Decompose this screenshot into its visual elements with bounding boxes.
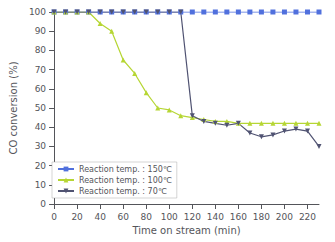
svg-text:50: 50	[35, 103, 47, 113]
svg-text:100: 100	[161, 212, 178, 222]
svg-text:90: 90	[35, 26, 47, 36]
svg-text:120: 120	[184, 212, 201, 222]
svg-text:30: 30	[35, 141, 47, 151]
svg-text:60: 60	[117, 212, 129, 222]
svg-text:20: 20	[71, 212, 83, 222]
svg-text:220: 220	[299, 212, 316, 222]
svg-text:20: 20	[35, 161, 47, 171]
svg-text:200: 200	[276, 212, 293, 222]
svg-text:160: 160	[230, 212, 247, 222]
svg-text:180: 180	[253, 212, 270, 222]
svg-text:60: 60	[35, 84, 47, 94]
svg-text:Reaction temp. : 100℃: Reaction temp. : 100℃	[79, 176, 172, 185]
svg-text:10: 10	[35, 180, 47, 190]
svg-text:40: 40	[94, 212, 106, 222]
svg-text:Time on stream (min): Time on stream (min)	[131, 225, 240, 236]
svg-text:Reaction temp. : 150℃: Reaction temp. : 150℃	[79, 165, 172, 174]
svg-text:0: 0	[40, 199, 46, 209]
svg-text:140: 140	[207, 212, 224, 222]
svg-text:40: 40	[35, 122, 47, 132]
svg-text:80: 80	[140, 212, 152, 222]
svg-text:100: 100	[29, 7, 46, 17]
svg-text:CO conversion (%): CO conversion (%)	[8, 61, 19, 154]
svg-text:0: 0	[51, 212, 57, 222]
svg-text:80: 80	[35, 45, 47, 55]
svg-text:Reaction temp. : 70℃: Reaction temp. : 70℃	[79, 187, 167, 196]
svg-text:70: 70	[35, 65, 47, 75]
